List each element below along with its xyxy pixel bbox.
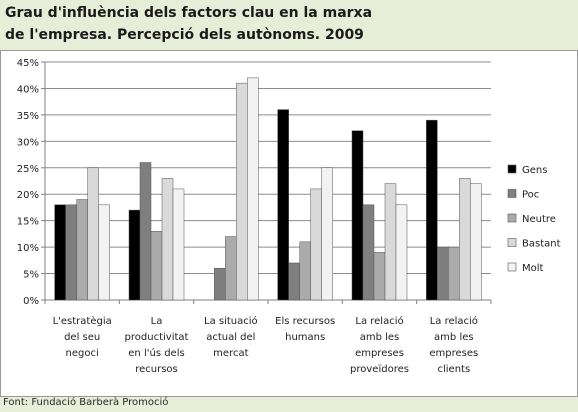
bar-gens: [351, 130, 364, 301]
x-category-label: en l'ús dels: [128, 347, 184, 359]
x-category-label: amb les: [360, 332, 400, 343]
x-category-label: mercat: [213, 348, 248, 359]
y-tick-label: 5%: [23, 270, 39, 281]
bar-neutre: [150, 230, 163, 301]
x-category-label: clients: [437, 364, 470, 375]
y-tick-label: 25%: [17, 164, 39, 175]
bar-gens: [54, 204, 66, 301]
x-category-label: recursos: [135, 364, 178, 375]
x-category-label: empreses: [429, 348, 478, 359]
bar-gens: [426, 119, 438, 301]
x-category-label: amb les: [434, 332, 474, 343]
y-tick-label: 45%: [17, 58, 39, 69]
y-tick-label: 35%: [17, 111, 39, 122]
legend-label-gens: Gens: [522, 165, 547, 176]
bar-gens: [128, 209, 141, 301]
bar-molt: [247, 77, 259, 301]
bar-poc: [65, 204, 77, 301]
bar-bastant: [384, 183, 397, 301]
source-note: Font: Fundació Barberà Promoció: [3, 397, 169, 408]
x-category-label: Els recursos: [275, 316, 335, 327]
x-category-label: empreses: [355, 348, 404, 359]
bar-bastant: [459, 178, 471, 301]
legend-swatch-gens: [507, 164, 517, 174]
bar-chart: 0% 5% 10% 15% 20% 25% 30% 35% 40% 45% L'estratègia…: [17, 58, 561, 375]
bar-neutre: [373, 252, 386, 301]
legend-swatch-bastant: [507, 238, 517, 247]
bar-neutre: [299, 241, 311, 301]
plot-area: [45, 62, 491, 300]
x-category-label: negoci: [66, 348, 99, 359]
bar-gens: [277, 109, 289, 301]
legend-swatch-molt: [507, 262, 517, 272]
chart-title: Grau d'influència dels factors clau en l…: [5, 2, 425, 46]
x-category-label: L'estratègia: [53, 315, 112, 327]
chart-title-line-1: Grau d'influència dels factors clau en l…: [5, 5, 373, 21]
bar-poc: [288, 262, 300, 301]
bar-poc: [214, 268, 226, 301]
bar-molt: [98, 204, 110, 301]
legend-label-neutre: Neutre: [522, 214, 556, 225]
x-category-label: productivitat: [125, 332, 189, 343]
x-category-label: La relació: [430, 315, 478, 327]
bar-bastant: [236, 82, 248, 301]
bar-bastant: [161, 178, 174, 301]
legend-label-poc: Poc: [522, 190, 539, 201]
bar-poc: [139, 162, 152, 301]
bar-neutre: [448, 246, 460, 301]
chart-title-line-2: de l'empresa. Percepció dels autònoms. 2…: [5, 27, 364, 43]
bar-neutre: [225, 236, 237, 301]
bar-molt: [321, 167, 333, 301]
legend-swatch-neutre: [507, 213, 517, 223]
x-category-label: actual del: [206, 332, 255, 343]
bar-bastant: [87, 167, 99, 301]
bar-neutre: [76, 199, 88, 301]
y-tick-label: 40%: [17, 84, 39, 95]
bar-molt: [470, 183, 482, 301]
bar-bastant: [310, 188, 322, 301]
bar-molt: [172, 188, 185, 301]
x-category-label: del seu: [64, 332, 100, 343]
bar-poc: [437, 246, 449, 301]
y-tick-label: 15%: [17, 217, 39, 228]
x-category-label: La relació: [355, 315, 403, 327]
bar-molt: [395, 204, 408, 301]
y-tick-label: 10%: [17, 243, 39, 254]
x-category-label: proveïdores: [350, 364, 409, 375]
x-category-label: La: [151, 316, 163, 327]
y-tick-label: 30%: [17, 137, 39, 148]
legend-swatch-poc: [507, 189, 517, 198]
y-tick-label: 0%: [23, 296, 39, 307]
y-tick-label: 20%: [17, 190, 39, 201]
chart-area: 0% 5% 10% 15% 20% 25% 30% 35% 40% 45% L'estratègia…: [0, 50, 578, 397]
bar-poc: [362, 204, 375, 301]
legend-label-bastant: Bastant: [522, 239, 561, 250]
x-category-label: humans: [285, 332, 325, 343]
x-category-label: La situació: [204, 315, 258, 327]
legend-label-molt: Molt: [522, 263, 544, 274]
